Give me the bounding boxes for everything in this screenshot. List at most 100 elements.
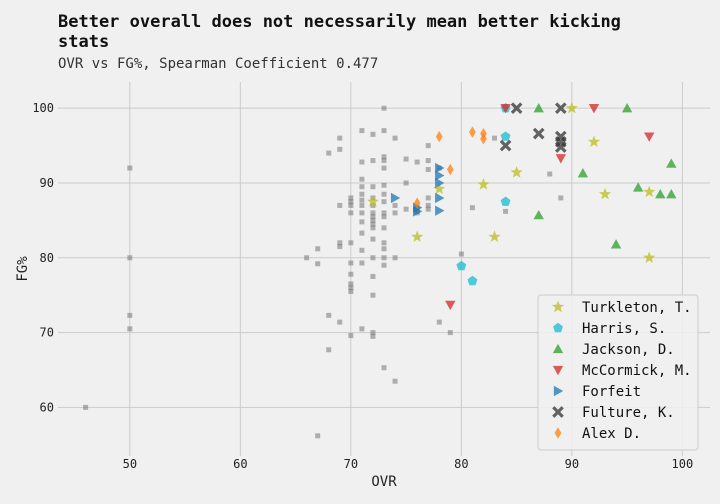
background-point (425, 202, 431, 208)
background-point (337, 240, 343, 246)
data-point (500, 131, 511, 141)
background-point (370, 236, 376, 242)
legend-label: Harris, S. (582, 321, 666, 337)
background-point (83, 404, 89, 410)
background-point (381, 154, 387, 160)
y-tick-label: 70 (40, 326, 54, 340)
background-point (337, 146, 343, 152)
background-point (392, 378, 398, 384)
background-point (326, 150, 332, 156)
background-point (348, 281, 354, 287)
background-point (348, 240, 354, 246)
background-point (359, 326, 365, 332)
background-point (392, 202, 398, 208)
data-point (533, 209, 544, 220)
background-point (381, 262, 387, 268)
background-point (359, 128, 365, 134)
data-point (433, 182, 446, 195)
background-point (425, 167, 431, 173)
data-point (632, 182, 644, 192)
chart-subtitle: OVR vs FG%, Spearman Coefficient 0.477 (58, 56, 379, 72)
y-tick-label: 80 (40, 251, 54, 265)
x-tick-label: 90 (565, 457, 579, 471)
background-point (381, 158, 387, 164)
data-point (411, 230, 424, 242)
background-point (370, 158, 376, 164)
background-point (337, 135, 343, 141)
background-point (337, 202, 343, 208)
background-point (425, 206, 431, 212)
background-point (436, 319, 442, 325)
background-point (304, 255, 310, 261)
data-point (412, 206, 423, 217)
data-point (533, 102, 544, 113)
data-point (467, 275, 478, 286)
background-point (359, 219, 365, 225)
x-tick-label: 80 (454, 457, 468, 471)
background-point (381, 255, 387, 261)
x-tick-label: 60 (233, 457, 247, 471)
data-point (532, 127, 545, 140)
background-point (381, 199, 387, 205)
x-tick-label: 70 (344, 457, 358, 471)
data-point (588, 104, 600, 114)
data-point (666, 189, 677, 199)
x-tick-label: 100 (672, 457, 694, 471)
background-point (359, 159, 365, 165)
background-point (403, 206, 409, 212)
background-point (359, 210, 365, 216)
background-point (348, 202, 354, 208)
background-point (370, 184, 376, 190)
x-axis-label: OVR (371, 474, 397, 490)
background-point (348, 195, 354, 201)
background-point (359, 247, 365, 253)
background-point (558, 195, 564, 201)
background-point (337, 244, 343, 250)
background-point (370, 225, 376, 231)
legend-marker (551, 300, 565, 313)
background-point (381, 182, 387, 188)
background-point (381, 105, 387, 111)
background-point (348, 210, 354, 216)
background-point (315, 433, 321, 439)
background-point (370, 330, 376, 336)
legend-label: Alex D. (582, 426, 641, 442)
data-point (469, 126, 476, 138)
data-point (435, 177, 445, 189)
background-point (392, 255, 398, 261)
data-point (499, 139, 512, 152)
background-point (447, 330, 453, 336)
data-point (598, 187, 612, 200)
background-point (359, 202, 365, 208)
legend-label: McCormick, M. (582, 363, 692, 379)
chart-title: Better overall does not necessarily mean… (58, 12, 621, 52)
background-point (348, 199, 354, 205)
y-tick-label: 60 (40, 400, 54, 414)
background-point (326, 347, 332, 353)
data-point (554, 141, 567, 153)
background-point (359, 260, 365, 266)
data-point (435, 130, 443, 143)
background-point (359, 184, 365, 190)
background-point (547, 171, 553, 177)
background-point (381, 365, 387, 371)
background-point (392, 135, 398, 141)
y-tick-label: 100 (32, 101, 54, 115)
background-point (359, 197, 365, 203)
background-point (492, 135, 498, 141)
background-point (370, 255, 376, 261)
background-point (315, 261, 321, 267)
data-point (366, 195, 379, 207)
background-point (381, 210, 387, 216)
background-point (381, 191, 387, 197)
background-point (425, 195, 431, 201)
data-point (577, 168, 589, 178)
data-point (610, 239, 622, 249)
data-point (555, 154, 567, 164)
legend-label: Fulture, K. (582, 405, 675, 421)
legend-label: Jackson, D. (582, 342, 675, 358)
data-point (565, 101, 578, 114)
data-point (446, 163, 454, 176)
background-point (127, 165, 133, 171)
